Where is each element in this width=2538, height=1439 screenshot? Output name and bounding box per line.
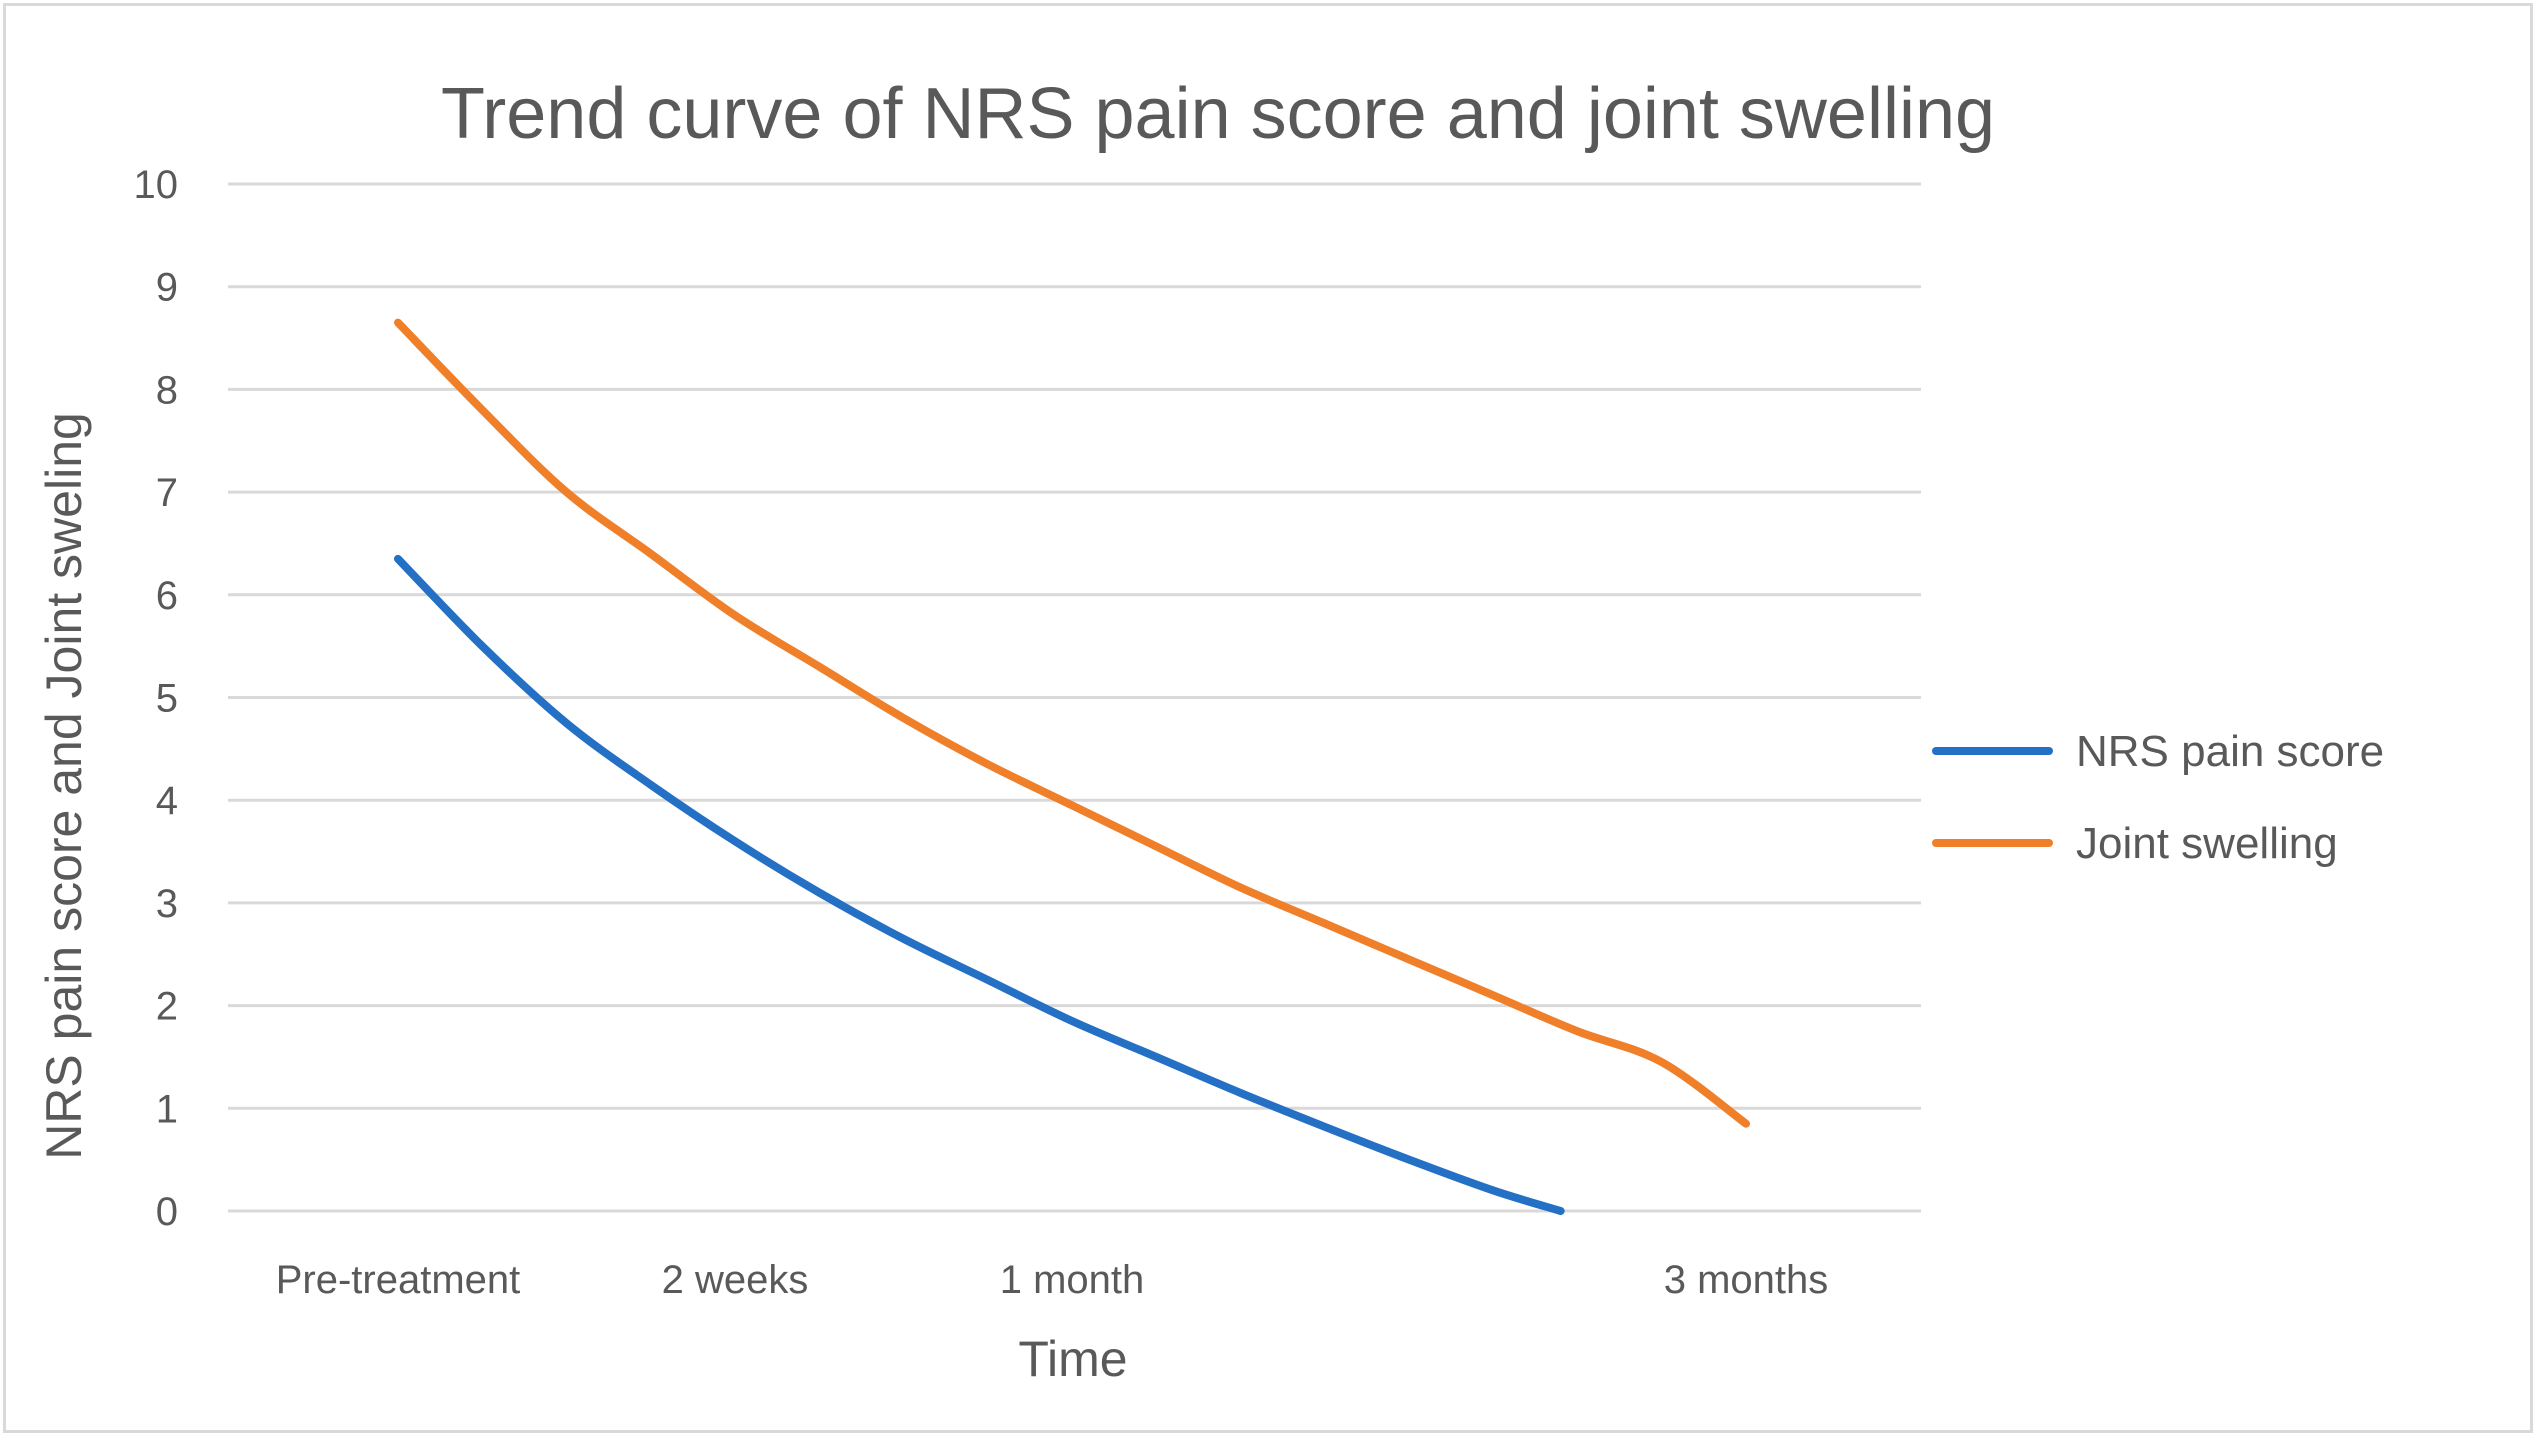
y-tick-label-1: 1: [156, 1087, 178, 1131]
y-tick-label-4: 4: [156, 779, 178, 823]
line-chart: Trend curve of NRS pain score and joint …: [36, 74, 2384, 1387]
chart-title: Trend curve of NRS pain score and joint …: [441, 74, 1995, 154]
x-tick-label-2: 1 month: [1000, 1258, 1145, 1302]
y-tick-label-6: 6: [156, 574, 178, 618]
x-axis-title: Time: [1018, 1331, 1127, 1387]
series-line-joint-swelling: [394, 318, 1750, 1128]
y-tick-label-7: 7: [156, 471, 178, 515]
y-tick-label-0: 0: [156, 1190, 178, 1234]
x-tick-label-3: 3 months: [1664, 1258, 1829, 1302]
y-tick-label-2: 2: [156, 985, 178, 1029]
legend: NRS pain score Joint swelling: [1932, 727, 2384, 868]
series-line-nrs-pain-score: [394, 554, 1565, 1215]
gridlines: [228, 182, 1921, 1213]
y-tick-label-5: 5: [156, 677, 178, 721]
x-tick-label-1: 2 weeks: [662, 1258, 809, 1302]
y-axis-ticks: 0 1 2 3 4 5 6 7 8 9 10: [134, 163, 179, 1234]
y-tick-label-9: 9: [156, 266, 178, 310]
y-tick-label-3: 3: [156, 882, 178, 926]
legend-label-1: Joint swelling: [2076, 819, 2338, 868]
x-axis-ticks: Pre-treatment 2 weeks 1 month 3 months: [276, 1258, 1829, 1302]
y-axis-title: NRS pain score and Joint sweling: [36, 412, 92, 1160]
chart-frame: Trend curve of NRS pain score and joint …: [3, 3, 2533, 1433]
legend-label-0: NRS pain score: [2076, 727, 2384, 776]
y-tick-label-8: 8: [156, 368, 178, 412]
series-lines: [394, 318, 1750, 1215]
y-tick-label-10: 10: [134, 163, 179, 207]
x-tick-label-0: Pre-treatment: [276, 1258, 521, 1302]
